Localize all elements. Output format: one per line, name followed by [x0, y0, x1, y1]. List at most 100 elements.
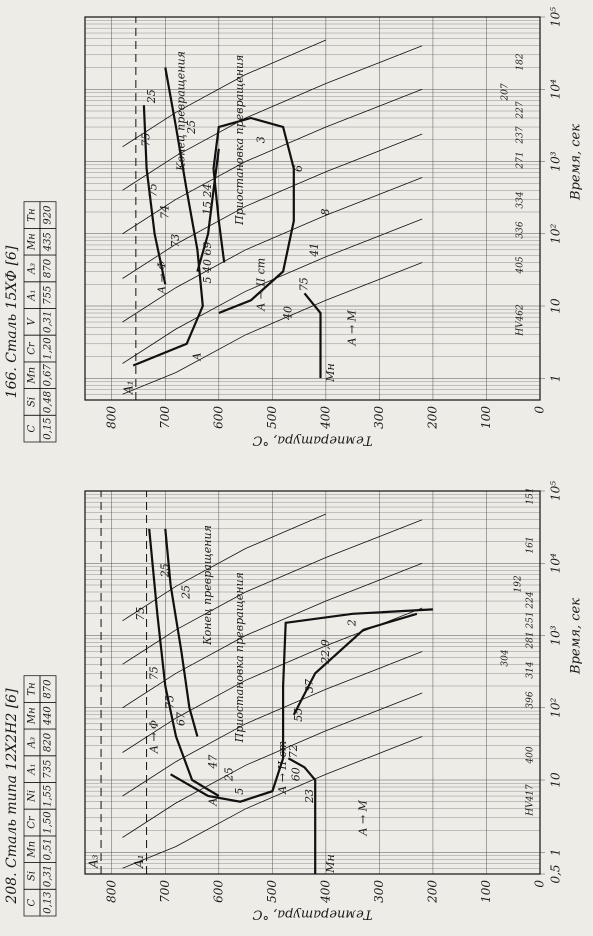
transformation-curve — [292, 612, 418, 716]
hardness-label: 192 — [514, 575, 524, 592]
cooling-curve — [122, 513, 327, 622]
annotation: 2 — [346, 619, 359, 627]
annotation: 5 — [233, 788, 246, 795]
annotation: 25 — [180, 585, 193, 600]
cooling-curve — [122, 562, 423, 709]
annotation: Mн — [324, 854, 337, 874]
hardness-label: 314 — [526, 661, 536, 678]
x-tick-label: 10³ — [549, 151, 563, 171]
hardness-label: 227 — [516, 101, 526, 119]
annotation: 55 — [292, 708, 305, 722]
hardness-label: 281 — [526, 631, 536, 649]
annotation: 37 — [303, 679, 316, 693]
diagram: 208. Сталь типа 12Х2Н2 [6] C 0,13 Si 0,31 Mn 0… — [4, 481, 584, 922]
table-value: 0,67 — [43, 363, 54, 386]
y-tick-label: 800 — [104, 880, 118, 903]
annotation: Конец превращения — [201, 525, 214, 646]
plot-frame — [84, 16, 541, 401]
plot-frame — [84, 490, 541, 875]
cooling-curve — [122, 88, 423, 235]
table-value: 735 — [43, 760, 54, 779]
table-header: A₁ — [27, 290, 38, 302]
table-value: 0,31 — [43, 865, 54, 887]
annotation: A → II ст — [255, 258, 268, 312]
x-tick-label: 1 — [549, 374, 563, 382]
table-value: 440 — [43, 706, 54, 727]
table-header: A₃ — [27, 737, 38, 749]
annotation: 73 — [169, 234, 182, 248]
y-tick-label: 600 — [211, 406, 225, 429]
transformation-curve — [212, 116, 295, 315]
diagram: 166. Сталь 15ХФ [6] C 0,15 Si 0,48 Mn 0,67 Cr 1,… — [4, 7, 584, 448]
table-header: Mн — [27, 233, 38, 251]
transformation-curve — [196, 148, 220, 272]
table-header: Mn — [27, 367, 38, 385]
annotation: 25 — [223, 767, 236, 782]
annotation: 47 — [206, 755, 219, 770]
table-value: 820 — [43, 732, 54, 752]
table-value: 0,51 — [43, 838, 54, 860]
annotation: 3 — [255, 136, 268, 143]
x-tick-label: 10 — [549, 298, 563, 314]
annotation: A → II ст — [276, 741, 289, 795]
transformation-curve — [170, 608, 433, 803]
x-tick-label: 10 — [549, 772, 563, 788]
x-axis-label: Время, сек — [569, 598, 584, 675]
x-tick-label: 10² — [549, 224, 563, 244]
cooling-curve — [122, 692, 423, 838]
cooling-curve — [122, 177, 423, 323]
transformation-curve — [303, 292, 322, 379]
table-header: Mн — [27, 707, 38, 725]
table-header: C — [27, 424, 38, 432]
critical-label: A₁ — [121, 381, 135, 395]
annotation: 75 — [297, 277, 310, 291]
table-value: 1,55 — [43, 785, 54, 807]
annotation: 8 — [319, 209, 332, 216]
cooling-curve — [122, 651, 423, 797]
annotation: 75 — [147, 183, 160, 197]
transformation-curve — [142, 105, 167, 285]
table-header: Tн — [27, 208, 38, 221]
annotation: 40 — [281, 306, 294, 321]
table-header: Tн — [27, 682, 38, 695]
annotation: 22,9 — [319, 639, 332, 665]
table-value: 870 — [43, 258, 54, 278]
annotation: A — [206, 798, 219, 807]
annotation: 74 — [158, 205, 171, 219]
hardness-label: 224 — [526, 591, 536, 609]
annotation: 75 — [134, 607, 147, 621]
chart-title: 208. Сталь типа 12Х2Н2 [6] — [4, 688, 20, 905]
table-header: Cr — [27, 815, 38, 829]
table-header: A₁ — [27, 764, 38, 776]
table-header: Si — [27, 871, 38, 881]
y-tick-label: 100 — [479, 406, 493, 429]
annotation: 25 — [158, 563, 171, 578]
table-header: V — [27, 316, 38, 325]
table-value: 1,20 — [43, 337, 54, 360]
annotation: 25 — [185, 120, 198, 135]
hardness-label: 151 — [526, 487, 536, 504]
y-tick-label: 300 — [372, 406, 386, 429]
annotation: 75 — [164, 695, 177, 709]
critical-label: A₃ — [87, 854, 101, 869]
transformation-curve — [148, 528, 220, 797]
y-tick-label: 200 — [425, 406, 439, 430]
y-tick-label: 600 — [211, 880, 225, 903]
hardness-label: 161 — [526, 536, 536, 553]
x-tick-label: 10⁵ — [549, 7, 563, 27]
x-tick-label: 10⁵ — [549, 481, 563, 501]
cooling-curve — [122, 262, 423, 395]
cooling-curve — [122, 736, 423, 869]
hardness-label: HV462 — [516, 304, 526, 337]
table-value: 0,48 — [43, 391, 54, 413]
annotation: 75 — [140, 133, 153, 147]
table-value: 0,31 — [43, 311, 54, 333]
table-header: Ni — [27, 790, 38, 803]
annotation: 60 — [289, 767, 302, 781]
annotation: 5 40 69 — [201, 242, 214, 284]
y-tick-label: 500 — [265, 406, 279, 429]
table-cell — [39, 201, 57, 229]
y-tick-label: 400 — [318, 880, 332, 904]
hardness-label: 207 — [501, 83, 511, 101]
